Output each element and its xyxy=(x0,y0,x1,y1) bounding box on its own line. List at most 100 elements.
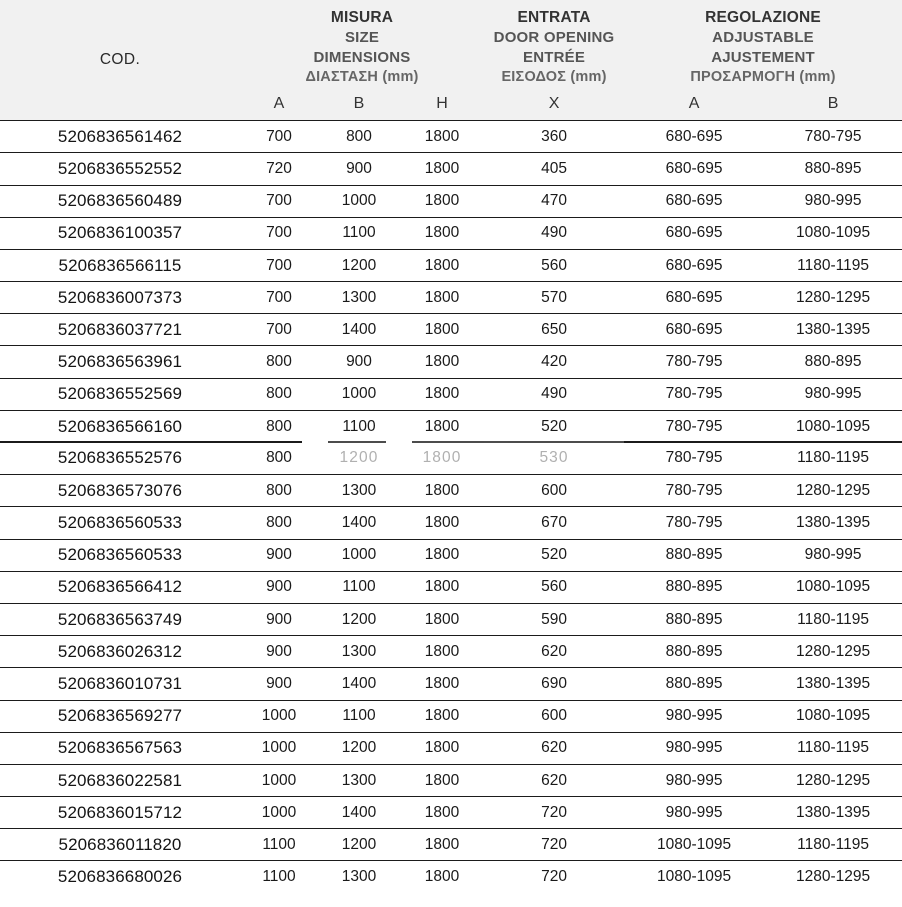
cell-adj-a: 780-795 xyxy=(624,409,765,443)
cell-adj-b: 1080-1095 xyxy=(764,216,902,250)
cell-h: 1800 xyxy=(400,635,485,668)
cell-h: 1800 xyxy=(400,860,485,894)
cell-a: 800 xyxy=(240,377,318,411)
cell-adj-a: 880-895 xyxy=(624,667,765,701)
cell-h: 1800 xyxy=(400,570,485,604)
cell-a: 900 xyxy=(240,570,318,604)
cell-x: 570 xyxy=(484,281,625,314)
table-row: 5206836680026 1100 1300 1800 720 1080-1095 128… xyxy=(0,860,902,894)
column-header-adj-b: B xyxy=(764,93,902,121)
cell-h: 1800 xyxy=(400,184,485,218)
table-row: 5206836573076 800 1300 1800 600 780-795 1280-1… xyxy=(0,474,902,507)
cell-code: 5206836567563 xyxy=(0,731,240,765)
cell-a: 900 xyxy=(240,635,318,668)
column-group-door-opening: ENTRATA DOOR OPENING ENTRÉE ΕΙΣΟΔΟΣ (mm) xyxy=(484,0,625,94)
cell-a: 700 xyxy=(240,281,318,314)
cell-code: 5206836566412 xyxy=(0,570,240,604)
cell-x: 720 xyxy=(484,860,625,894)
cell-b: 1300 xyxy=(318,474,400,507)
cell-b: 1100 xyxy=(318,409,400,443)
cell-a: 800 xyxy=(240,409,318,443)
cell-adj-b: 1080-1095 xyxy=(764,699,902,733)
column-group-adjustable: REGOLAZIONE ADJUSTABLE AJUSTEMENT ΠΡΟΣΑΡ… xyxy=(624,0,902,94)
cell-a: 1000 xyxy=(240,699,318,733)
cell-b: 1200 xyxy=(318,602,400,636)
cell-a: 800 xyxy=(240,474,318,507)
group-size-label-en2: DIMENSIONS xyxy=(313,49,411,67)
table-row: 5206836552569 800 1000 1800 490 780-795 980-99… xyxy=(0,377,902,411)
cell-adj-a: 780-795 xyxy=(624,474,765,507)
cell-b: 1000 xyxy=(318,184,400,218)
cell-h: 1800 xyxy=(400,506,485,540)
cell-a: 1000 xyxy=(240,763,318,797)
cell-adj-b: 1180-1195 xyxy=(764,602,902,636)
cell-code: 5206836552569 xyxy=(0,377,240,411)
cell-code: 5206836566160 xyxy=(0,409,240,443)
cell-adj-b: 880-895 xyxy=(764,345,902,379)
cell-adj-a: 680-695 xyxy=(624,281,765,314)
cell-code: 5206836563961 xyxy=(0,345,240,379)
table-row: 5206836010731 900 1400 1800 690 880-895 1380-1… xyxy=(0,667,902,701)
cell-adj-b: 1280-1295 xyxy=(764,474,902,507)
cell-adj-b: 1280-1295 xyxy=(764,635,902,668)
cell-b: 900 xyxy=(318,345,400,379)
cell-adj-b: 880-895 xyxy=(764,152,902,186)
cell-x: 720 xyxy=(484,828,625,861)
cell-h: 1800 xyxy=(400,313,485,346)
cell-b: 800 xyxy=(318,120,400,153)
cell-code: 5206836560533 xyxy=(0,506,240,540)
cell-code: 5206836569277 xyxy=(0,699,240,733)
cell-adj-b: 1380-1395 xyxy=(764,313,902,346)
cell-x: 600 xyxy=(484,699,625,733)
cell-b: 1100 xyxy=(318,699,400,733)
cell-a: 700 xyxy=(240,120,318,153)
cell-b: 1400 xyxy=(318,796,400,829)
cell-b: 1300 xyxy=(318,281,400,314)
cell-adj-a: 880-895 xyxy=(624,538,765,572)
cell-a: 1000 xyxy=(240,731,318,765)
cell-b: 1300 xyxy=(318,635,400,668)
cell-adj-b: 1280-1295 xyxy=(764,860,902,894)
cell-adj-b: 1180-1195 xyxy=(764,441,902,475)
cell-h: 1800 xyxy=(400,216,485,250)
cell-adj-a: 1080-1095 xyxy=(624,860,765,894)
cell-h: 1800 xyxy=(400,667,485,701)
cell-x: 600 xyxy=(484,474,625,507)
cell-code: 5206836022581 xyxy=(0,763,240,797)
cell-b: 1200 xyxy=(318,248,400,282)
cell-adj-a: 880-895 xyxy=(624,570,765,604)
cell-code: 5206836026312 xyxy=(0,635,240,668)
cell-adj-a: 680-695 xyxy=(624,216,765,250)
cell-code: 5206836552552 xyxy=(0,152,240,186)
cell-a: 720 xyxy=(240,152,318,186)
header-group-row: COD. MISURA SIZE DIMENSIONS ΔΙΑΣΤΑΣΗ (mm… xyxy=(0,0,902,121)
cell-adj-b: 1280-1295 xyxy=(764,281,902,314)
header-subcolumn-row: A B H X A B xyxy=(0,93,902,121)
table-row: 5206836552552 720 900 1800 405 680-695 880-895 xyxy=(0,152,902,186)
group-size-label-en: SIZE xyxy=(344,29,380,47)
group-adjustable-label-fr: AJUSTEMENT xyxy=(711,49,815,67)
cell-code: 5206836552576 xyxy=(0,441,240,475)
cell-adj-b: 1380-1395 xyxy=(764,667,902,701)
cell-h: 1800 xyxy=(400,796,485,829)
cell-x: 490 xyxy=(484,377,625,411)
cell-adj-a: 680-695 xyxy=(624,248,765,282)
cell-x: 520 xyxy=(484,538,625,572)
cell-a: 900 xyxy=(240,538,318,572)
cell-h: 1800 xyxy=(400,828,485,861)
group-adjustable-label-gr: ΠΡΟΣΑΡΜΟΓΗ (mm) xyxy=(690,69,836,86)
cell-b: 1400 xyxy=(318,313,400,346)
table-row: 5206836569277 1000 1100 1800 600 980-995 1080-… xyxy=(0,699,902,733)
cell-code: 5206836560533 xyxy=(0,538,240,572)
cell-h: 1800 xyxy=(400,441,485,475)
cell-x: 420 xyxy=(484,345,625,379)
cell-x: 490 xyxy=(484,216,625,250)
cell-b: 1100 xyxy=(318,570,400,604)
cell-adj-b: 980-995 xyxy=(764,538,902,572)
cell-code: 5206836566115 xyxy=(0,248,240,282)
cell-h: 1800 xyxy=(400,474,485,507)
group-opening-label-en: DOOR OPENING xyxy=(493,29,615,47)
table-row: 5206836560489 700 1000 1800 470 680-695 980-99… xyxy=(0,184,902,218)
table-row: 5206836022581 1000 1300 1800 620 980-995 1280-… xyxy=(0,763,902,797)
cell-x: 620 xyxy=(484,731,625,765)
